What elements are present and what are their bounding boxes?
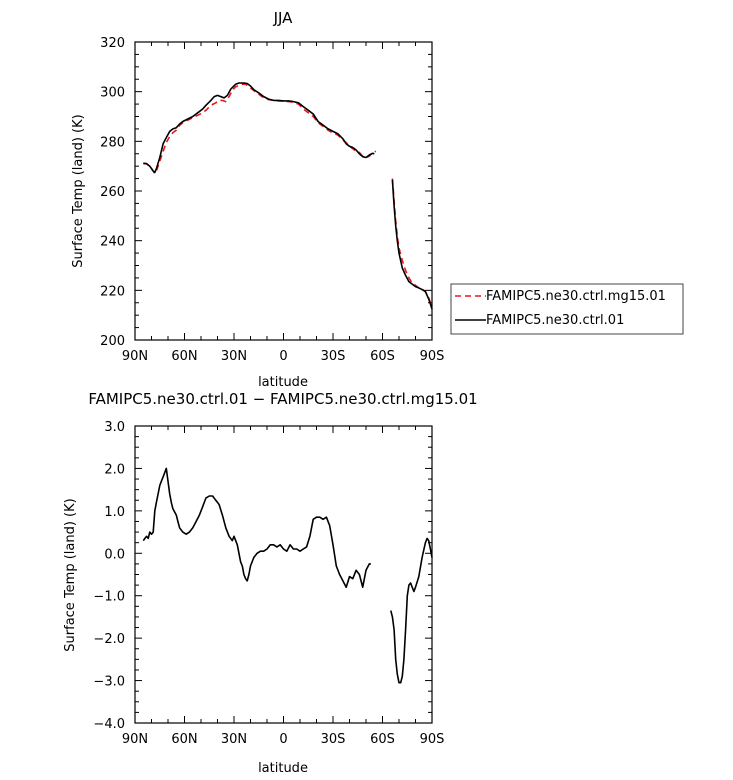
x-tick-label: 60S [370,732,395,747]
top-plot-frame [134,41,433,341]
x-tick-label: 60N [171,732,197,747]
x-tick-label: 90N [122,349,148,364]
y-tick-label: 220 [100,284,125,299]
x-tick-label: 30S [321,349,346,364]
y-tick-label: 1.0 [104,505,125,520]
x-tick-label: 60S [370,349,395,364]
series-line [391,179,433,310]
x-tick-label: 30S [321,732,346,747]
y-tick-label: 260 [100,185,125,200]
y-tick-label: −4.0 [93,717,125,732]
x-tick-label: 60N [171,349,197,364]
x-tick-label: 0 [279,732,287,747]
y-tick-label: −3.0 [93,675,125,690]
legend-box [450,283,684,335]
top-x-axis: 90N 60N 30N 0 30S 60S 90S [122,42,445,364]
bottom-data-lines [142,467,433,684]
y-tick-label: 320 [100,36,125,51]
legend: FAMIPC5.ne30.ctrl.mg15.01 FAMIPC5.ne30.c… [450,283,684,335]
x-tick-label: 90S [420,349,445,364]
top-y-axis-label: Surface Temp (land) (K) [71,114,86,267]
y-tick-label: −1.0 [93,590,125,605]
x-tick-label: 0 [279,349,287,364]
series-line [142,467,371,588]
bottom-x-axis: 90N 60N 30N 0 30S 60S 90S [122,426,445,747]
top-data-lines [143,82,433,310]
top-chart-title: JJA [273,9,294,27]
series-line [391,178,433,310]
bottom-x-axis-label: latitude [258,761,308,776]
y-tick-label: 0.0 [104,547,125,562]
legend-label-mg15: FAMIPC5.ne30.ctrl.mg15.01 [486,289,666,304]
series-line [143,82,375,174]
bottom-chart-title: FAMIPC5.ne30.ctrl.01 − FAMIPC5.ne30.ctrl… [88,390,477,408]
bottom-plot-frame [134,425,433,724]
top-chart: JJA 90N 60N 30N 0 30S 60S 90S 200 220 240 260 280 3… [71,9,444,390]
y-tick-label: 2.0 [104,462,125,477]
y-tick-label: 240 [100,235,125,250]
legend-label-ctrl: FAMIPC5.ne30.ctrl.01 [486,313,624,328]
series-line [143,83,377,175]
x-tick-label: 90S [420,732,445,747]
x-tick-label: 30N [221,732,247,747]
y-tick-label: 300 [100,86,125,101]
y-tick-label: 200 [100,334,125,349]
bottom-y-axis: −4.0 −3.0 −2.0 −1.0 0.0 1.0 2.0 3.0 [93,420,432,732]
y-tick-label: −2.0 [93,632,125,647]
series-line [390,537,433,684]
y-tick-label: 3.0 [104,420,125,435]
bottom-y-axis-label: Surface Temp (land) (K) [63,498,78,651]
top-x-axis-label: latitude [258,375,308,390]
bottom-chart: FAMIPC5.ne30.ctrl.01 − FAMIPC5.ne30.ctrl… [63,390,478,776]
top-y-axis: 200 220 240 260 280 300 320 [100,36,432,349]
x-tick-label: 90N [122,732,148,747]
y-tick-label: 280 [100,135,125,150]
x-tick-label: 30N [221,349,247,364]
